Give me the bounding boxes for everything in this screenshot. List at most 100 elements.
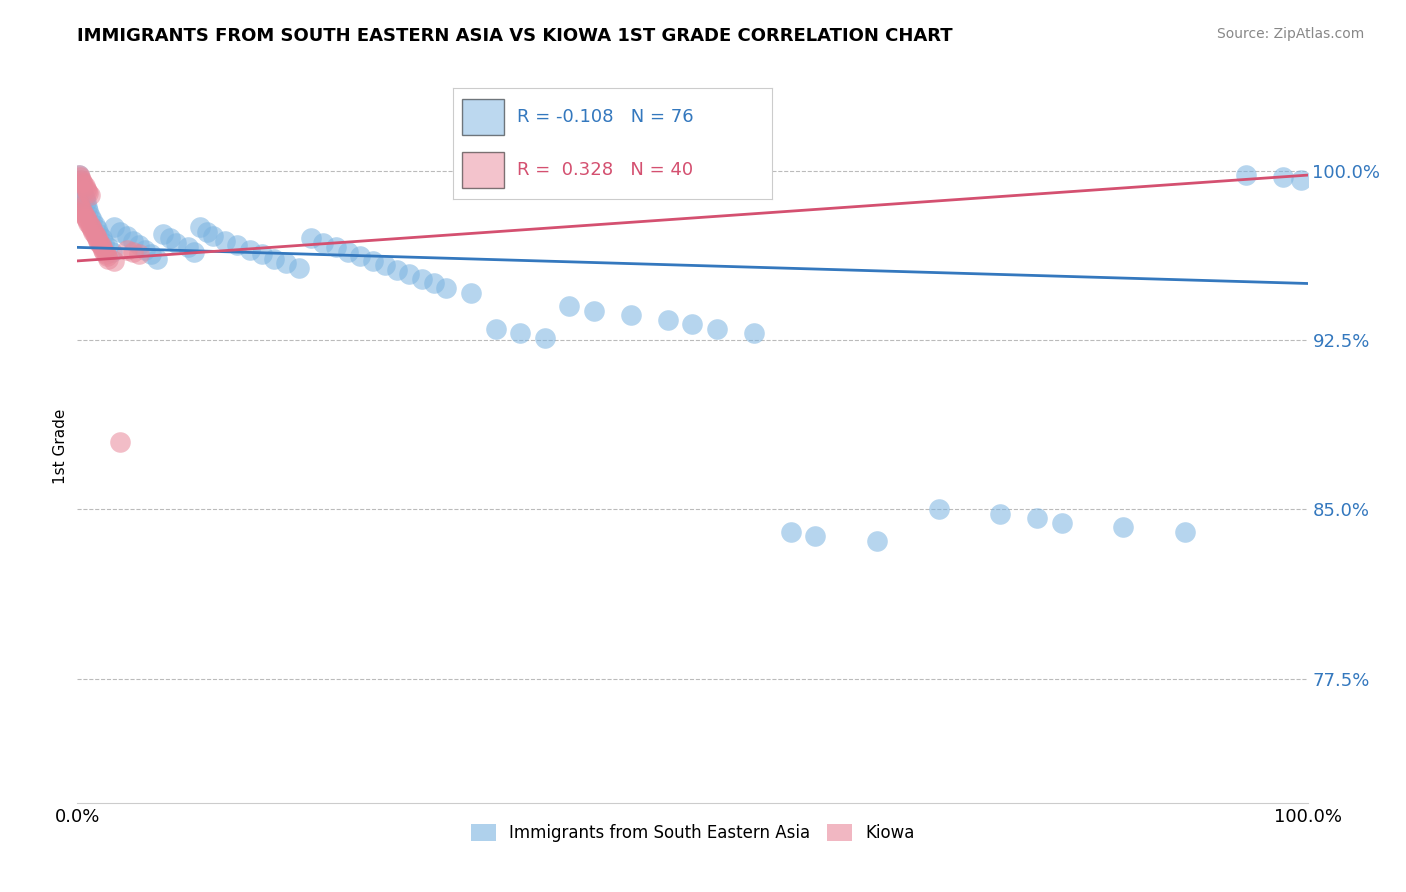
Point [86,222,108,236]
Point [183,244,205,259]
Point [70,177,93,191]
Point [121,234,143,248]
Point [214,234,236,248]
Point [411,272,433,286]
Point [115,229,138,244]
Point [146,252,169,266]
Point [82,213,104,227]
Point [188,220,212,235]
Point [90,238,112,252]
Point [134,243,156,257]
Point [141,247,163,261]
Text: 1st Grade: 1st Grade [53,409,69,483]
Point [73,209,96,223]
Point [509,326,531,340]
Point [385,263,409,277]
Point [89,227,111,241]
Point [79,209,101,223]
Point [67,168,90,182]
Point [804,529,827,543]
Point [1234,168,1257,182]
Point [82,222,104,236]
Point [1112,520,1135,534]
Point [72,186,94,201]
Point [928,502,950,516]
Point [152,227,174,241]
Point [110,225,132,239]
Point [101,244,124,259]
Point [69,170,91,185]
Point [72,206,94,220]
Point [72,177,94,191]
Point [558,299,581,313]
Point [76,213,98,227]
Point [69,200,91,214]
Point [159,231,181,245]
Point [77,186,100,201]
Point [165,235,187,250]
Point [75,181,97,195]
Point [128,247,150,261]
Point [374,259,396,273]
Point [76,200,98,214]
Point [226,238,249,252]
Point [325,240,347,254]
Point [706,321,728,335]
Point [97,252,120,266]
Point [91,243,114,257]
Point [1050,516,1073,530]
Point [82,225,104,239]
Point [70,172,93,186]
Point [1272,170,1295,185]
Point [93,235,115,250]
Point [93,244,115,259]
Point [67,168,90,182]
Point [177,240,200,254]
Point [79,188,101,202]
Point [201,229,224,244]
Point [75,211,97,225]
Point [682,317,704,331]
Point [534,331,557,345]
Point [398,268,420,282]
Point [1026,511,1049,525]
Point [620,308,643,322]
Point [276,256,298,270]
Point [103,220,125,235]
Point [110,434,132,449]
Point [89,235,111,250]
Point [96,249,118,263]
Point [70,181,93,195]
Point [97,240,120,254]
Point [657,312,679,326]
Point [75,195,97,210]
Point [121,244,143,259]
Point [67,197,90,211]
Point [70,204,93,219]
Point [83,227,105,241]
Point [195,225,218,239]
Point [94,247,117,261]
Point [86,231,108,245]
Legend: Immigrants from South Eastern Asia, Kiowa: Immigrants from South Eastern Asia, Kiow… [464,817,921,848]
Point [90,231,114,245]
Point [312,235,335,250]
Point [288,260,311,275]
Point [780,524,803,539]
Point [87,234,110,248]
Point [263,252,285,266]
Point [866,533,889,548]
Point [239,243,262,257]
Point [69,172,91,186]
Point [103,253,125,268]
Point [361,253,384,268]
Point [460,285,482,300]
Point [76,184,98,198]
Point [1174,524,1197,539]
Point [115,243,138,257]
Point [436,281,458,295]
Point [349,249,371,263]
Point [73,191,96,205]
Point [70,202,93,216]
Point [299,231,322,245]
